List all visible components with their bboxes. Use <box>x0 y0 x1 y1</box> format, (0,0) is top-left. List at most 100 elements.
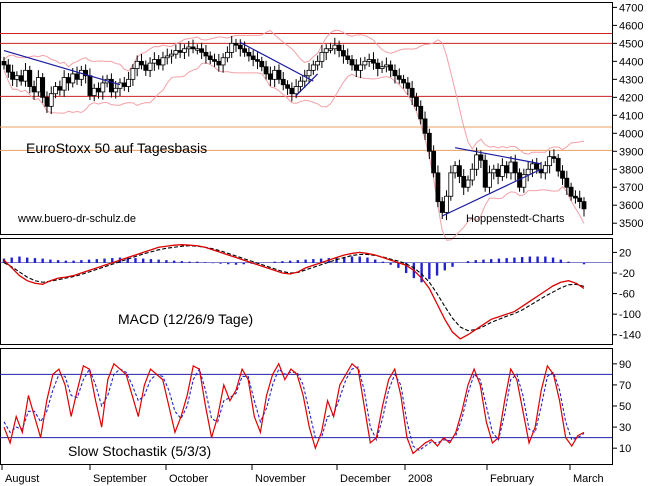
candle <box>139 60 144 66</box>
candle <box>272 69 278 80</box>
candle <box>521 174 527 188</box>
candle <box>336 44 342 51</box>
candle <box>358 64 363 71</box>
candle <box>53 86 58 95</box>
candle <box>362 60 368 66</box>
candle <box>96 87 101 93</box>
candle <box>439 201 445 213</box>
candle <box>220 57 226 66</box>
candle <box>233 42 239 46</box>
candle <box>207 55 213 60</box>
candle <box>151 59 157 64</box>
candle <box>396 75 402 80</box>
candle <box>1 60 7 66</box>
candle <box>495 168 501 177</box>
trendline <box>441 168 542 217</box>
candle <box>349 59 355 66</box>
candle <box>173 50 179 55</box>
y-tick-label: 4400 <box>619 56 643 68</box>
y-tick-label: 3900 <box>619 146 643 158</box>
price-panel: 3500 3600 3700 3800 3900 4000 4100 4200 4300 4400… <box>0 2 643 241</box>
candle <box>87 75 93 96</box>
x-tick-label: 2008 <box>408 473 432 485</box>
candle <box>345 55 351 60</box>
candle <box>44 96 50 107</box>
candle <box>169 53 174 57</box>
y-tick-label: 3800 <box>619 164 643 176</box>
trendline <box>240 41 314 82</box>
macd-panel: 20 -20 -60 -100 -140 <box>0 238 641 345</box>
candle <box>160 57 166 66</box>
candle <box>310 64 316 71</box>
candle <box>504 165 510 174</box>
candle <box>263 66 269 75</box>
candle <box>383 64 389 68</box>
y-tick-label: -60 <box>619 289 635 301</box>
candle <box>469 168 475 181</box>
candle <box>229 42 235 53</box>
x-tick-label: August <box>5 473 39 485</box>
candle <box>457 165 462 177</box>
candle <box>121 82 127 87</box>
source-label: Hoppenstedt-Charts <box>466 213 565 225</box>
candle <box>525 168 531 176</box>
candle <box>547 156 553 167</box>
lower-band <box>3 62 585 241</box>
y-tick-label: 4100 <box>619 110 643 122</box>
candle <box>48 93 54 107</box>
candle <box>534 163 540 170</box>
candle <box>564 177 570 188</box>
y-tick-label: 70 <box>619 380 631 392</box>
price-panel-border <box>0 2 613 235</box>
candle <box>499 165 505 177</box>
candle <box>560 170 565 179</box>
candle <box>302 75 308 82</box>
stochastic-label: Slow Stochastik (5/3/3) <box>68 443 211 459</box>
y-tick-label: 3700 <box>619 182 643 194</box>
candle <box>461 176 467 188</box>
macd-line <box>3 244 585 340</box>
candle <box>487 172 492 188</box>
candle <box>10 71 15 80</box>
candle <box>431 150 437 174</box>
candle <box>216 60 222 66</box>
trendline <box>295 73 319 96</box>
candle <box>276 69 282 80</box>
candle <box>353 64 359 71</box>
candle <box>242 48 247 53</box>
candle <box>452 165 458 174</box>
y-tick-label: 4600 <box>619 20 643 32</box>
candle <box>186 46 192 50</box>
candle <box>405 82 411 89</box>
candle <box>225 51 230 59</box>
trendline <box>3 49 121 86</box>
upper-band <box>3 29 585 155</box>
trendline <box>455 147 542 165</box>
candle <box>542 165 548 174</box>
candle <box>508 161 514 174</box>
candle <box>414 96 419 107</box>
candle <box>109 78 114 93</box>
candle <box>246 51 252 57</box>
candle <box>91 87 97 96</box>
candle <box>27 69 33 87</box>
candle <box>512 161 518 174</box>
y-tick-label: -20 <box>619 268 635 280</box>
y-tick-label: 4700 <box>619 2 643 14</box>
candle <box>237 44 243 50</box>
candle <box>409 87 415 98</box>
candle <box>182 48 187 53</box>
candle <box>315 60 321 66</box>
y-tick-label: 10 <box>619 443 631 455</box>
candle <box>18 75 24 82</box>
y-tick-label: 30 <box>619 422 631 434</box>
candle <box>555 158 561 172</box>
y-tick-label: -140 <box>619 330 641 342</box>
candle <box>57 86 63 91</box>
candle <box>126 78 131 87</box>
x-tick-label: September <box>93 473 147 485</box>
candle <box>435 172 441 203</box>
candle <box>23 69 28 82</box>
candle <box>100 82 106 93</box>
candle <box>267 73 273 80</box>
